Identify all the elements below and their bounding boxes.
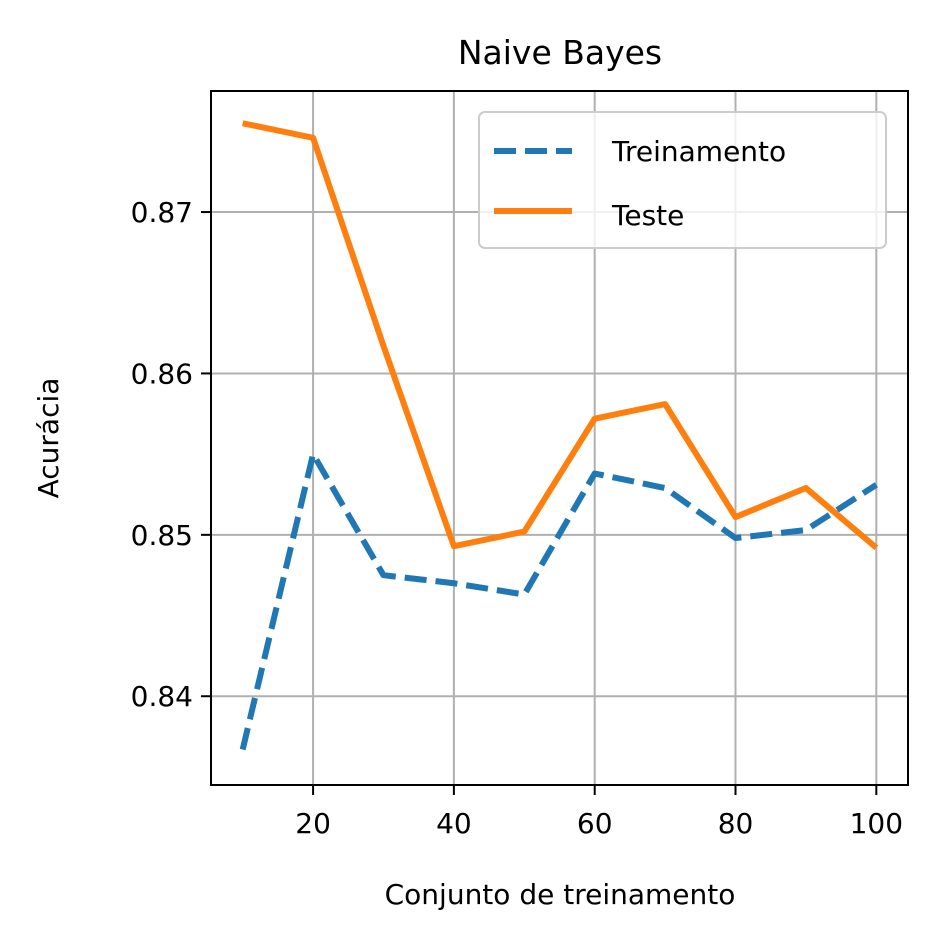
legend-label-teste: Teste: [611, 199, 684, 232]
chart-title: Naive Bayes: [458, 33, 662, 72]
y-tick-label: 0.86: [131, 357, 193, 390]
x-axis-label: Conjunto de treinamento: [385, 878, 736, 911]
legend: Treinamento Teste: [478, 111, 887, 249]
series-lines: [239, 120, 879, 751]
x-tick-label: 20: [295, 807, 331, 840]
y-tick-label: 0.85: [131, 519, 193, 552]
y-axis-label: Acurácia: [32, 378, 65, 499]
y-tick-label: 0.87: [131, 196, 193, 229]
axis-ticks: 20 40 60 80 100 0.84 0.85 0.86 0.87: [131, 196, 903, 840]
legend-box: [478, 111, 887, 249]
series-line-treinamento: [239, 451, 878, 751]
legend-label-treinamento: Treinamento: [611, 135, 786, 168]
x-tick-label: 80: [718, 807, 754, 840]
x-tick-label: 40: [436, 807, 472, 840]
y-tick-label: 0.84: [131, 680, 193, 713]
plot-frame: [210, 90, 909, 786]
x-tick-label: 100: [850, 807, 903, 840]
x-tick-label: 60: [577, 807, 613, 840]
series-line-teste: [242, 120, 879, 551]
